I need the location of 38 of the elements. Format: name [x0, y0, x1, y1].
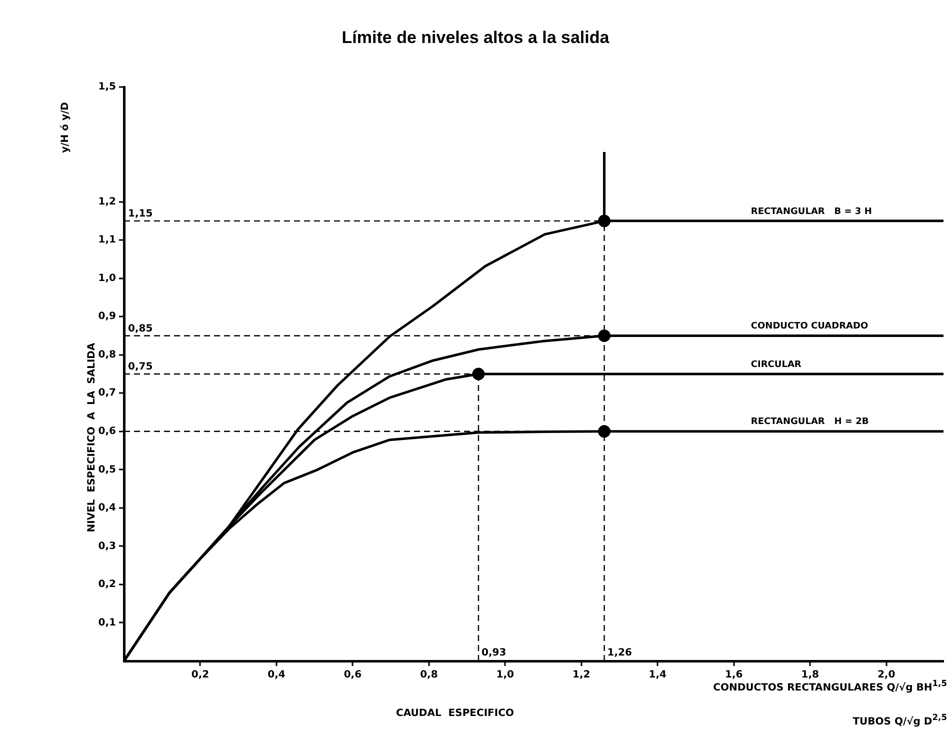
- x-tick-label: 1,6: [725, 670, 743, 681]
- ref-line-label: 0,75: [128, 362, 153, 373]
- x-tick-label: 0,6: [344, 670, 362, 681]
- y-tick-label: 0,7: [98, 388, 116, 399]
- series-label: RECTANGULAR B = 3 H: [750, 206, 872, 217]
- y-tick-label: 1,0: [98, 272, 116, 284]
- text: TUBOS Q/√g D$^{2,5}$: [852, 712, 947, 728]
- y-tick-label: 0,1: [98, 617, 116, 628]
- y-tick-label: 0,4: [98, 502, 116, 514]
- x-axis-title: CAUDAL ESPECIFICO: [395, 708, 515, 719]
- y-tick-label: 0,5: [98, 464, 116, 476]
- x-tick-label: 1,2: [572, 670, 590, 681]
- series-label: CONDUCTO CUADRADO: [750, 322, 868, 332]
- ref-line-label: 1,26: [607, 648, 632, 659]
- ref-line-label: 0,85: [128, 323, 153, 334]
- series-label: RECTANGULAR H = 2B: [750, 417, 869, 428]
- x-tick-label: 1,0: [496, 670, 514, 681]
- y-tick-label: 0,9: [98, 311, 116, 322]
- series-label: CIRCULAR: [750, 360, 802, 370]
- y-tick-label: 1,2: [98, 196, 116, 208]
- x-tick-label: 0,4: [268, 670, 286, 681]
- y-tick-label: 0,8: [98, 349, 116, 360]
- text: y/H ó y/D: [60, 102, 71, 153]
- x-tick-label: 0,2: [191, 670, 210, 681]
- x-tick-label: 1,4: [648, 670, 667, 681]
- chart-title: Límite de niveles altos a la salida: [340, 28, 610, 48]
- y-tick-label: 0,3: [98, 540, 116, 552]
- y-tick-label: 0,2: [98, 579, 116, 590]
- x-tick-label: 2,0: [877, 670, 896, 681]
- y-tick-label: 0,6: [98, 426, 116, 437]
- text: CONDUCTOS RECTANGULARES Q/√g BH$^{1,5}$: [713, 678, 947, 694]
- ref-line-label: 1,15: [128, 208, 153, 220]
- x-tick-label: 1,8: [801, 670, 819, 681]
- y-axis-title: NIVEL ESPECIFICO A LA SALIDA: [86, 342, 98, 534]
- y-tick-label: 1,5: [98, 82, 116, 93]
- y-tick-label: 1,1: [98, 234, 116, 246]
- x-tick-label: 0,8: [420, 670, 438, 681]
- ref-line-label: 0,93: [481, 648, 506, 659]
